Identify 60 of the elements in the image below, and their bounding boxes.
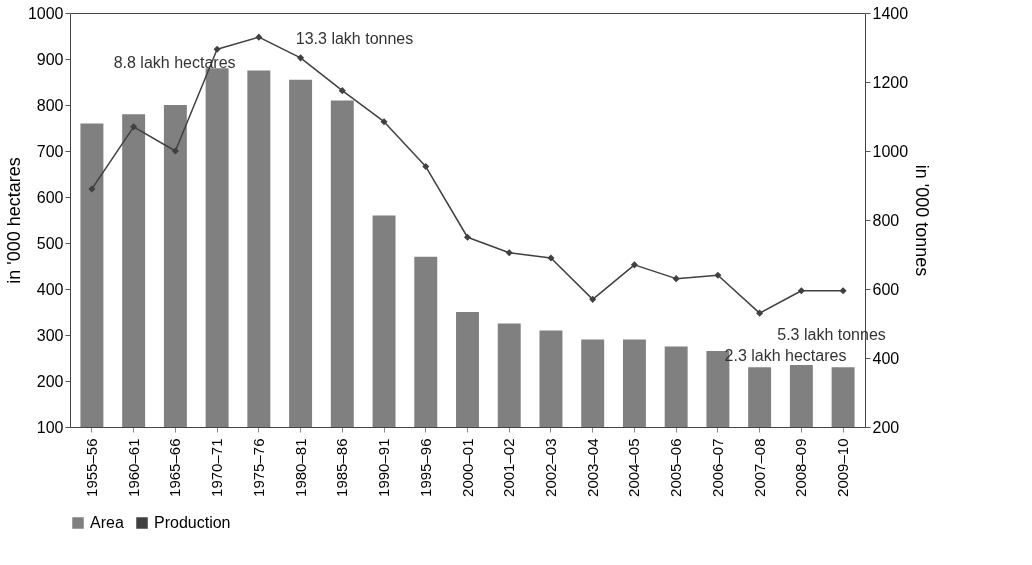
y-tick-label: 700 [36,142,64,160]
x-tick-label: 1960–61 [124,438,142,497]
y2-tick-label: 1000 [872,142,909,160]
x-tick-label: 1965–66 [166,438,184,497]
point [839,287,847,295]
y-tick-label: 600 [36,188,64,206]
point [672,275,680,283]
x-tick-label: 2006–07 [708,438,726,497]
point [422,162,430,171]
point [589,295,597,303]
point [547,254,555,262]
y-tick-label: 300 [36,326,64,344]
x-tick-label: 2001–02 [500,438,518,497]
point [630,261,638,269]
point [213,45,221,53]
x-tick-label: 2003–04 [583,438,601,497]
x-tick-label: 2005–06 [667,438,685,497]
y-axis-title: in '000 hectares [3,157,24,284]
point [255,33,263,41]
y2-tick-label: 200 [872,418,900,436]
legend-label: Area [90,514,124,531]
legend-label: Production [154,514,231,531]
x-tick-label: 2000–01 [458,438,476,497]
y-tick-label: 1000 [27,4,64,22]
point [756,309,764,317]
point [171,147,179,155]
point [130,123,138,131]
point [88,185,96,193]
x-tick-label: 2002–03 [541,438,559,497]
x-tick-label: 1975–76 [249,438,267,497]
y2-tick-label: 800 [872,211,900,229]
point [505,249,513,257]
y-tick-label: 100 [36,418,64,436]
y-tick-label: 500 [36,234,64,252]
point [797,287,805,295]
x-tick-label: 2009–10 [834,438,852,497]
point [463,233,472,241]
y-tick-label: 200 [36,372,64,390]
x-tick-label: 1985–86 [333,438,351,497]
x-tick-label: 2008–09 [792,438,810,497]
y-tick-label: 900 [36,50,64,68]
point [380,118,388,126]
y2-tick-label: 600 [872,280,900,298]
y-tick-label: 800 [36,96,64,114]
x-tick-label: 2004–05 [625,438,643,497]
x-tick-label: 1970–71 [208,438,226,497]
point [714,271,722,279]
y2-tick-label: 1200 [872,73,909,91]
x-tick-label: 1990–91 [375,438,393,497]
y2-axis-title: in '000 tonnes [912,164,933,277]
y2-tick-label: 1400 [872,4,909,22]
point [297,54,305,62]
x-tick-label: 1995–96 [416,438,434,497]
y2-tick-label: 400 [872,349,900,367]
annotation: 13.3 lakh tonnes [295,30,414,47]
y-tick-label: 400 [36,280,64,298]
x-tick-label: 2007–08 [750,438,768,497]
x-tick-label: 1955–56 [82,438,100,497]
x-tick-label: 1980–81 [291,438,309,497]
point [338,87,346,95]
